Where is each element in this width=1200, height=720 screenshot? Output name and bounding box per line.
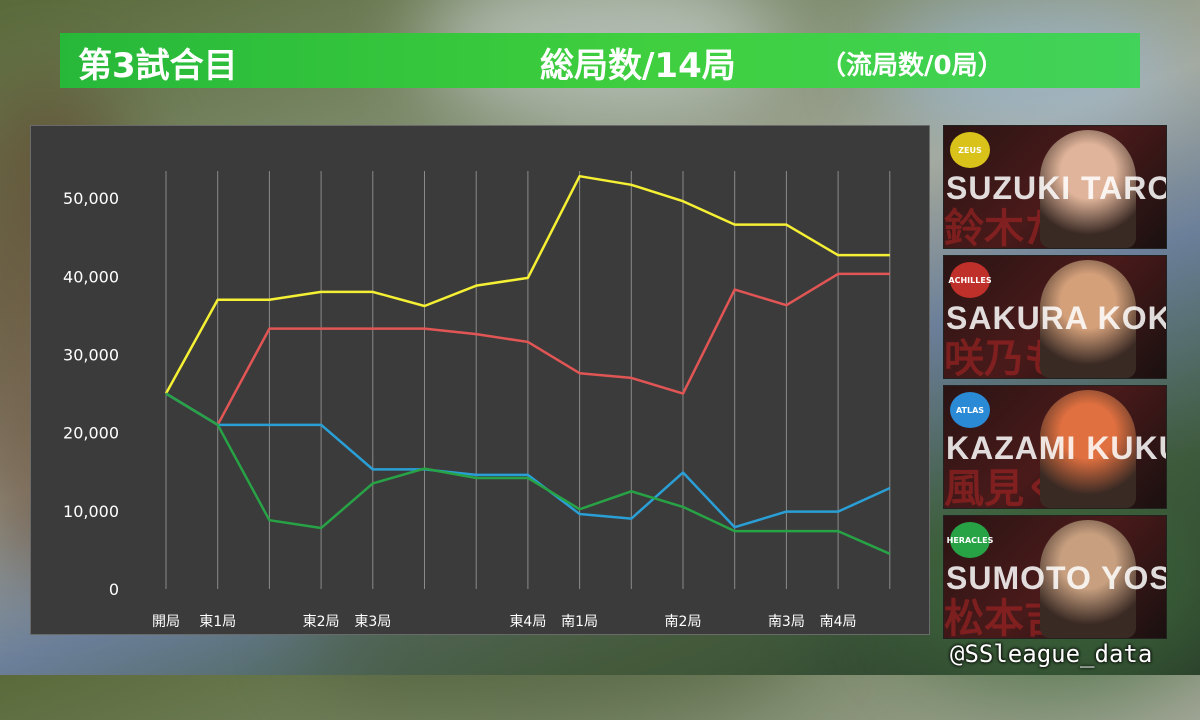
x-tick-label-8: 南1局: [561, 614, 598, 630]
player-name: KAZAMI KUKU: [946, 430, 1167, 466]
series-line-yellow: [164, 174, 890, 395]
x-tick-label-7: 東4局: [509, 614, 546, 630]
x-tick-label-1: 東1局: [199, 614, 236, 630]
player-portrait: [1040, 130, 1136, 248]
score-chart-panel: 0 10,000 20,000 30,000 40,000 50,000 開局 東1局 東2局東…: [30, 125, 930, 635]
ryukyoku-label: （流局数/0局）: [820, 51, 1004, 81]
player-portrait: [1040, 520, 1136, 638]
x-tick-label-13: 南4局: [820, 614, 857, 630]
team-logo: ATLAS: [950, 392, 990, 428]
player-card: 鈴木たろうZEUSSUZUKI TARO: [943, 125, 1167, 249]
series-line-green: [165, 392, 891, 555]
player-portrait: [1040, 260, 1136, 378]
player-name: SAKURA KOKOCO: [946, 300, 1167, 336]
x-tick-label-0: 開局: [152, 614, 180, 630]
data-handle: @SSleague_data: [950, 640, 1153, 668]
player-portrait: [1040, 390, 1136, 508]
team-logo: HERACLES: [947, 522, 993, 558]
team-logo: ACHILLES: [948, 262, 992, 298]
player-name: SUMOTO YOSHII: [946, 560, 1167, 596]
series-line-red: [165, 272, 890, 427]
total-rounds-label: 総局数/14局: [540, 46, 736, 86]
score-chart: 010,00020,00030,00040,00050,000開局 東1局 東2局東…: [63, 171, 891, 630]
y-tick-label-2: 20,000: [63, 424, 119, 443]
x-tick-label-12: 南3局: [768, 614, 805, 630]
x-tick-label-3: 東2局: [303, 614, 340, 630]
y-tick-label-5: 50,000: [63, 189, 119, 208]
y-tick-label-4: 40,000: [63, 267, 119, 286]
x-tick-label-4: 東3局: [354, 614, 391, 630]
team-logo: ZEUS: [950, 132, 990, 168]
player-card: 風見くく ATLAS KAZAMI KUKU: [943, 385, 1167, 509]
game-label: 第3試合目: [78, 46, 238, 86]
y-tick-label-1: 10,000: [63, 502, 119, 521]
y-tick-label-0: 0: [109, 580, 119, 599]
series-line-blue: [165, 392, 891, 529]
header-banner: 第3試合目 総局数/14局 （流局数/0局）: [60, 33, 1140, 88]
player-name: SUZUKI TARO: [946, 170, 1167, 206]
x-tick-label-10: 南2局: [665, 614, 702, 630]
y-tick-label-3: 30,000: [63, 345, 119, 364]
